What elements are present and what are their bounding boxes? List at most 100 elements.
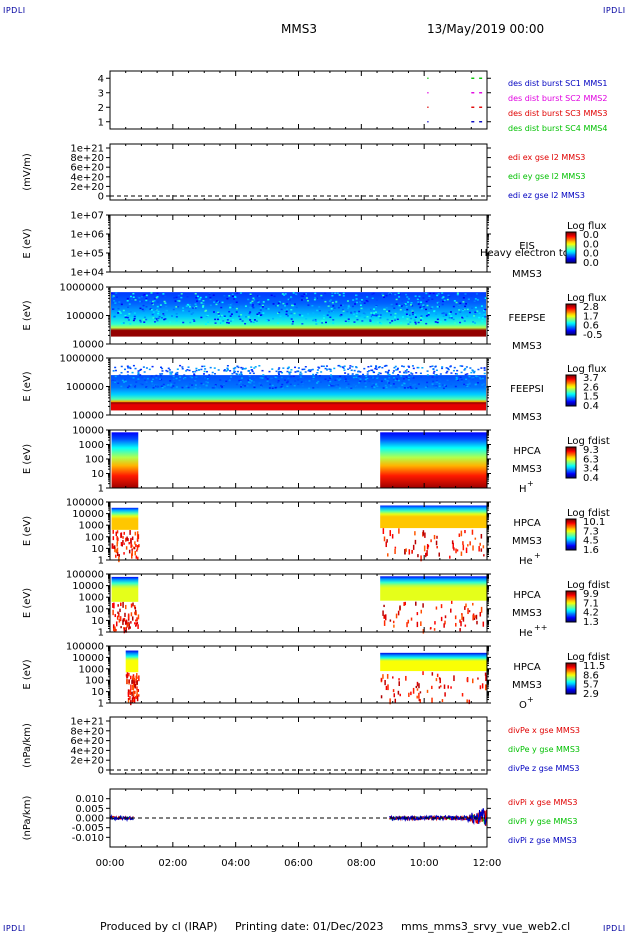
spectrogram-pixel [364,313,367,315]
colorbar-cell [566,619,576,622]
spectrogram-pixel [351,373,354,375]
spectrogram-pixel [465,384,468,386]
spectrogram-pixel [350,312,353,314]
spectrogram-pixel [155,377,158,379]
spectrogram-pixel [249,306,252,309]
colorbar-cell [566,618,576,620]
spectrogram-pixel [192,307,195,309]
colorbar-cell [566,375,576,377]
spectrogram-pixel [126,536,128,541]
colorbar-cell [566,683,576,686]
spectrogram-pixel [261,377,264,379]
spectrogram-pixel [267,308,270,310]
spectrogram-pixel [226,369,229,371]
y-tick-label: 1e+07 [70,211,104,222]
colorbar-cell [566,592,576,595]
spectrogram-pixel [156,305,159,308]
spectrogram-pixel [145,318,148,321]
colorbar-cell [566,666,576,669]
spectrogram-pixel [205,370,208,373]
spectrogram-pixel [194,292,197,295]
species-superscript: + [527,479,534,488]
spectrogram-pixel [370,369,373,372]
spectrogram-pixel [370,365,373,367]
colorbar-cell [566,313,576,315]
spectrogram-pixel [264,305,267,308]
burst-mark [471,92,475,94]
spectrogram-pixel [349,365,352,367]
spectrogram-pixel [267,319,270,322]
spectrogram-pixel [435,369,438,372]
spectrogram-pixel [386,674,389,679]
spectrogram-pixel [243,368,246,370]
spectrogram-pixel [130,376,133,379]
spectrogram-pixel [278,375,281,377]
spectrogram-pixel [467,379,470,382]
spectrogram-pixel [225,317,228,319]
spectrogram-pixel [473,617,476,620]
spectrogram-pixel [445,372,448,374]
spacecraft-label: MMS3 [512,536,542,547]
spectrogram-pixel [118,301,121,303]
colorbar-title: Log fdist [567,652,610,663]
spectrogram-pixel [413,319,416,321]
colorbar-tick-label: 3.4 [583,464,599,475]
spectrogram-pixel [484,297,487,299]
spectrogram-pixel [466,308,469,311]
colorbar-cell [566,677,576,679]
y-tick-label: 10 [91,544,104,555]
spectrogram-pixel [204,368,207,370]
spectrogram-pixel [250,320,253,323]
spectrogram-pixel [152,300,155,303]
spectrogram-pixel [445,367,448,369]
spectrogram-pixel [357,377,360,379]
divpi-trace [389,808,488,826]
spectrogram-pixel [143,377,146,379]
spectrogram-pixel [353,369,356,372]
colorbar-cell [566,547,576,550]
spectrogram-pixel [237,366,240,369]
spectrogram-pixel [122,540,124,543]
spectrogram-pixel [358,382,361,384]
spectrogram-pixel [471,370,474,372]
spectrogram-pixel [294,366,297,369]
y-tick-label: -0.005 [72,823,104,834]
spectrogram-pixel [420,555,422,562]
spectrogram-pixel [461,693,464,697]
spectrogram-pixel [328,311,331,313]
spectrogram-pixel [378,321,381,324]
spectrogram-pixel [189,376,192,378]
spectrogram-pixel [220,385,223,387]
spectrogram-pixel [385,379,388,382]
spectrogram-pixel [164,309,167,312]
spectrogram-pixel [483,313,486,315]
spectrogram-pixel [311,304,314,307]
spectrogram-pixel [271,387,274,390]
spectrogram-pixel [234,296,237,298]
spectrogram-pixel [323,321,326,324]
spectrogram-pixel [403,310,406,313]
spectrogram-pixel [447,367,450,370]
colorbar-cell [566,672,576,674]
spectrogram-pixel [231,372,234,375]
spectrogram-pixel [134,531,137,536]
spectrogram-pixel [375,305,378,308]
spectrogram-pixel [352,376,355,379]
spectrogram-pixel [148,368,151,371]
spectrogram-pixel [468,384,471,386]
colorbar-cell [566,447,576,449]
spectrogram-pixel [472,678,474,684]
spectrogram-pixel [123,542,125,545]
spectrogram-pixel [201,306,204,308]
spectrogram-pixel [217,313,220,315]
spectrogram-pixel [150,380,153,383]
spectrogram-pixel [235,383,238,386]
spectrogram-pixel [449,555,451,559]
spectrogram-pixel [281,371,284,374]
spectrogram-pixel [113,602,115,609]
x-tick-label: 10:00 [410,858,439,869]
spectrogram-pixel [158,315,161,318]
spectrogram-pixel [226,367,229,369]
spectrogram-pixel [233,298,236,300]
spectrogram-pixel [137,373,140,376]
